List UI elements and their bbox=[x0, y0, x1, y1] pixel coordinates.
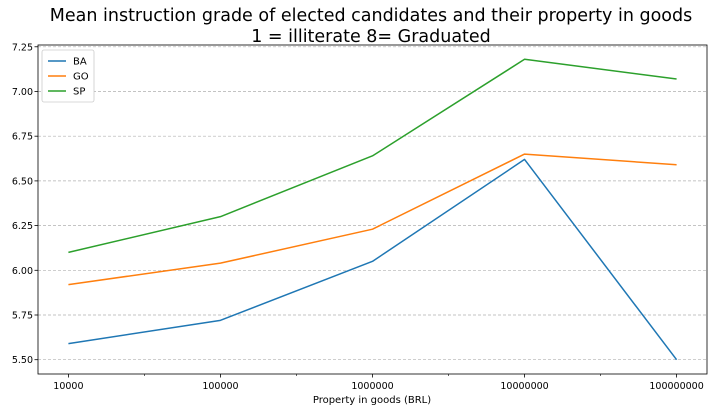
y-tick-label: 7.00 bbox=[12, 87, 33, 98]
x-tick-label: 10000 bbox=[53, 381, 83, 392]
x-tick-label: 100000 bbox=[202, 381, 238, 392]
chart-title-line-2: 1 = illiterate 8= Graduated bbox=[251, 27, 491, 47]
y-tick-label: 6.50 bbox=[12, 176, 33, 187]
series-lines bbox=[68, 58, 678, 361]
y-tick-label: 6.00 bbox=[12, 266, 33, 277]
series-line-go bbox=[68, 153, 677, 286]
x-tick-label: 1000000 bbox=[351, 381, 393, 392]
y-tick-label: 5.50 bbox=[12, 355, 33, 366]
x-tick-label: 10000000 bbox=[500, 381, 548, 392]
y-tick-label: 7.25 bbox=[12, 42, 33, 53]
y-axis: 5.50 5.75 6.00 6.25 6.50 6.75 7.00 7.25 bbox=[12, 42, 38, 366]
legend-box bbox=[41, 49, 95, 103]
legend-label-go: GO bbox=[73, 72, 89, 83]
legend-label-sp: SP bbox=[73, 87, 85, 98]
grid-lines bbox=[38, 46, 707, 361]
series-line-sp bbox=[68, 58, 677, 254]
y-tick-label: 6.25 bbox=[12, 221, 33, 232]
legend: BA GO SP bbox=[41, 49, 95, 103]
x-axis: 10000 100000 1000000 10000000 100000000 bbox=[53, 374, 704, 392]
x-tick-label: 100000000 bbox=[649, 381, 703, 392]
legend-label-ba: BA bbox=[73, 57, 87, 68]
y-tick-label: 5.75 bbox=[12, 310, 33, 321]
plot-frame bbox=[37, 44, 708, 375]
x-axis-label: Property in goods (BRL) bbox=[313, 395, 431, 406]
y-tick-label: 6.75 bbox=[12, 132, 33, 143]
chart-title-line-1: Mean instruction grade of elected candid… bbox=[50, 6, 693, 26]
series-line-ba bbox=[68, 158, 678, 361]
